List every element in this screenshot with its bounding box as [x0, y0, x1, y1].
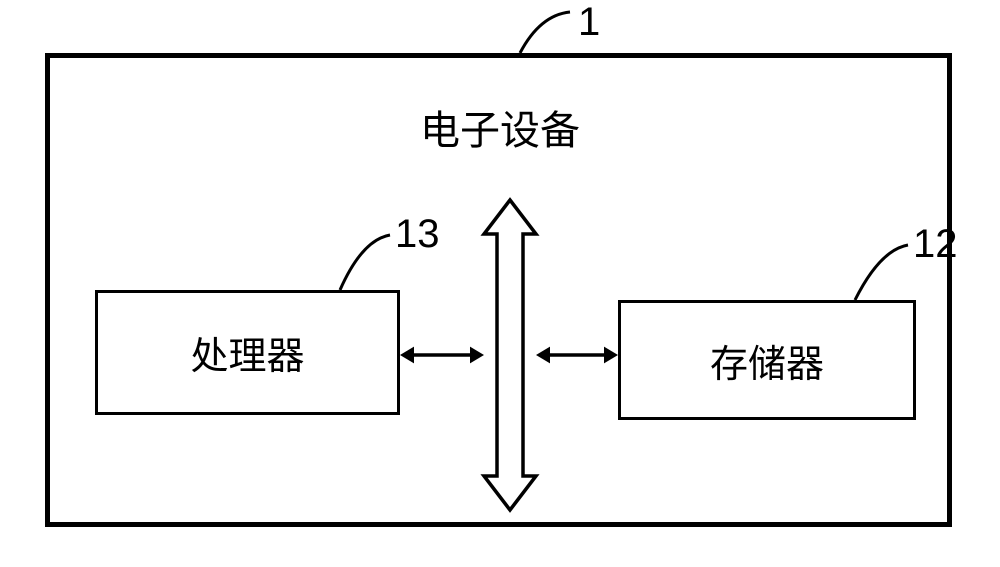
diagram-canvas: 电子设备 1 处理器 13 存储器 12: [0, 0, 1000, 567]
memory-connector: [0, 0, 1000, 567]
